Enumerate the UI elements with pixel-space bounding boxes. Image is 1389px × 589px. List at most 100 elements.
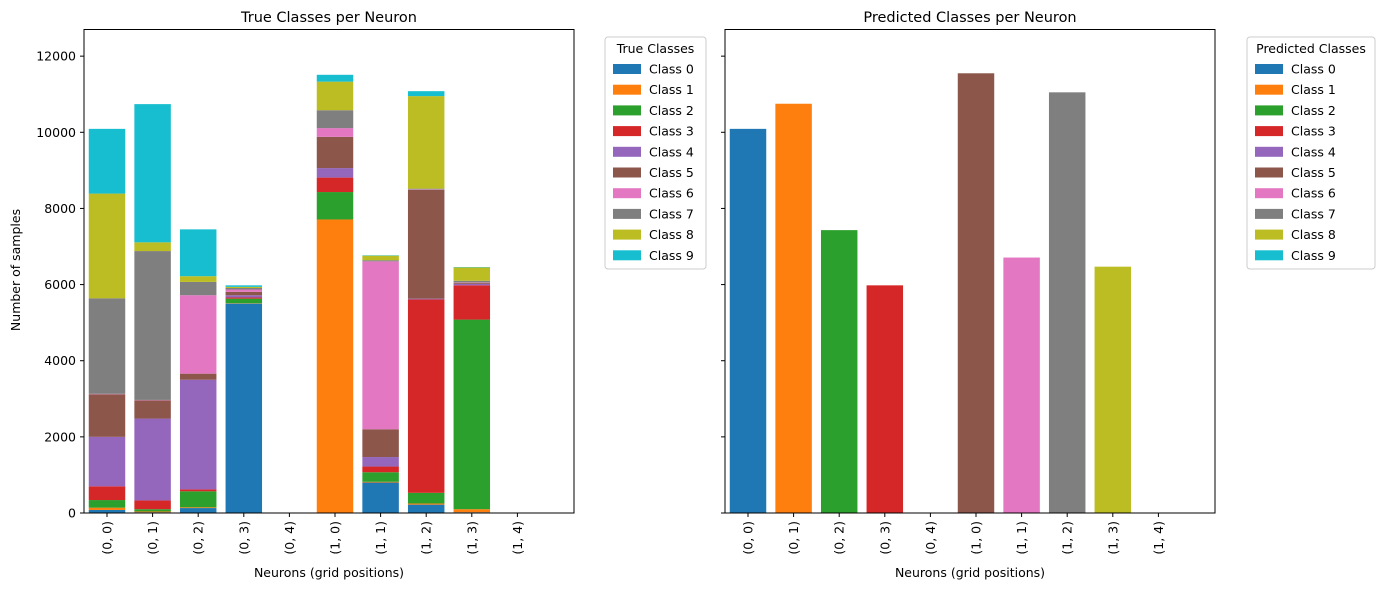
- bar-segment-12-class-2: [407, 492, 445, 504]
- x-tick-label: (0, 0): [100, 521, 115, 555]
- x-tick-label: (0, 3): [877, 521, 892, 555]
- legend-swatch: [613, 126, 641, 137]
- bar-segment-02-class-0: [179, 508, 217, 513]
- legend-entry-label: Class 4: [649, 144, 694, 159]
- bar-segment-02-class-2: [179, 491, 217, 508]
- bar-segment-03-class-9: [225, 285, 263, 287]
- legend-entry-label: Class 6: [649, 186, 694, 201]
- bar-segment-12-class-4: [407, 298, 445, 300]
- bar-segment-03-class-5: [225, 291, 263, 296]
- bar-segment-12-class-3: [407, 299, 445, 493]
- x-tick-label: (0, 0): [741, 521, 756, 555]
- bar-segment-00-class-0: [88, 509, 126, 513]
- x-tick-label: (1, 2): [1060, 521, 1075, 555]
- x-tick-label: (0, 3): [236, 521, 251, 555]
- bar-segment-12-class-0: [407, 504, 445, 513]
- x-tick-label: (0, 2): [832, 521, 847, 555]
- x-tick-label: (1, 4): [510, 521, 525, 555]
- x-tick-label: (1, 2): [419, 521, 434, 555]
- left-x-ticks: (0, 0) (0, 1) (0, 2) (0, 3) (0, 4) (1, 0) (1, …: [100, 513, 525, 555]
- legend-swatch: [613, 229, 641, 240]
- legend-entry-label: Class 3: [1291, 124, 1336, 139]
- bar-segment-10-class-5: [957, 73, 995, 513]
- y-tick-label: 10000: [36, 125, 76, 140]
- right-x-ticks: (0, 0) (0, 1) (0, 2) (0, 3) (0, 4) (1, 0) (1, …: [741, 513, 1166, 555]
- bar-segment-01-class-8: [134, 242, 171, 252]
- bar-segment-02-class-9: [179, 229, 217, 277]
- bar-segment-11-class-4: [362, 457, 399, 467]
- bar-segment-03-class-8: [225, 286, 263, 288]
- y-tick-label: 12000: [36, 49, 76, 64]
- bar-segment-00-class-4: [88, 436, 126, 487]
- right-bars: [729, 73, 1132, 514]
- x-tick-label: (1, 0): [969, 521, 984, 555]
- legend-entry-label: Class 0: [1291, 62, 1336, 77]
- legend-swatch: [613, 250, 641, 261]
- bar-segment-03-class-7: [225, 288, 263, 290]
- bar-segment-10-class-9: [316, 74, 354, 82]
- bar-segment-03-class-0: [225, 303, 263, 513]
- bar-segment-00-class-1: [88, 507, 126, 510]
- legend-swatch: [1255, 146, 1283, 157]
- bar-segment-00-class-5: [88, 394, 126, 437]
- bar-segment-11-class-7: [362, 260, 399, 262]
- right-legend: Predicted Classes Class 0 Class 1 Class 2 Cl…: [1246, 36, 1376, 270]
- legend-swatch: [1255, 126, 1283, 137]
- right-chart: Predicted Classes per Neuron Neurons (gr…: [721, 10, 1376, 580]
- bar-segment-13-class-7: [453, 280, 491, 283]
- legend-entry-label: Class 9: [649, 248, 694, 263]
- bar-segment-10-class-8: [316, 81, 354, 111]
- y-tick-label: 4000: [44, 353, 76, 368]
- x-tick-label: (1, 3): [1105, 521, 1120, 555]
- x-tick-label: (1, 3): [464, 521, 479, 555]
- bar-segment-13-class-8: [453, 267, 491, 281]
- left-bars: [88, 74, 491, 513]
- left-chart-title: True Classes per Neuron: [240, 10, 417, 26]
- legend-entry-label: Class 7: [1291, 206, 1336, 221]
- bar-segment-12-class-9: [407, 91, 445, 97]
- legend-entry-label: Class 5: [1291, 165, 1336, 180]
- bar-segment-11-class-2: [362, 472, 399, 482]
- left-plot-frame: [83, 29, 575, 514]
- bar-segment-01-class-1: [134, 511, 171, 513]
- bar-segment-10-class-1: [316, 219, 354, 513]
- legend-swatch: [1255, 229, 1283, 240]
- x-tick-label: (0, 4): [923, 521, 938, 555]
- left-x-axis-label: Neurons (grid positions): [254, 565, 404, 580]
- bar-segment-03-class-4: [225, 295, 263, 298]
- legend-swatch: [1255, 250, 1283, 261]
- legend-entry-label: Class 2: [1291, 103, 1336, 118]
- right-chart-title: Predicted Classes per Neuron: [863, 10, 1076, 26]
- bar-segment-02-class-8: [179, 276, 217, 282]
- legend-entry-label: Class 9: [1291, 248, 1336, 263]
- legend-entry-label: Class 6: [1291, 186, 1336, 201]
- legend-entry-label: Class 3: [649, 124, 694, 139]
- bar-segment-00-class-7: [88, 298, 126, 394]
- legend-swatch: [1255, 105, 1283, 116]
- bar-segment-12-class-1: [407, 503, 445, 505]
- bar-segment-13-class-4: [453, 283, 491, 286]
- bar-segment-11-class-6: [362, 261, 399, 430]
- bar-segment-03-class-3: [866, 285, 904, 513]
- legend-swatch: [1255, 64, 1283, 74]
- legend-entry-label: Class 5: [649, 165, 694, 180]
- bar-segment-10-class-6: [316, 128, 354, 137]
- bar-segment-02-class-4: [179, 379, 217, 490]
- y-tick-label: 2000: [44, 429, 76, 444]
- bar-segment-12-class-8: [407, 96, 445, 189]
- legend-entry-label: Class 4: [1291, 144, 1336, 159]
- bar-segment-00-class-2: [88, 500, 126, 508]
- legend-entry-label: Class 1: [1291, 82, 1336, 97]
- left-y-ticks: 0 2000 4000 6000 8000 10000 12000: [36, 49, 84, 521]
- x-tick-label: (0, 1): [786, 521, 801, 555]
- bar-segment-02-class-3: [179, 489, 217, 492]
- bar-segment-10-class-7: [316, 110, 354, 129]
- legend-swatch: [613, 188, 641, 199]
- x-tick-label: (1, 1): [1014, 521, 1029, 555]
- bar-segment-11-class-8: [362, 255, 399, 261]
- legend-swatch: [613, 167, 641, 178]
- bar-segment-02-class-1: [179, 507, 217, 509]
- bar-segment-10-class-4: [316, 168, 354, 178]
- legend-entry-label: Class 7: [649, 206, 694, 221]
